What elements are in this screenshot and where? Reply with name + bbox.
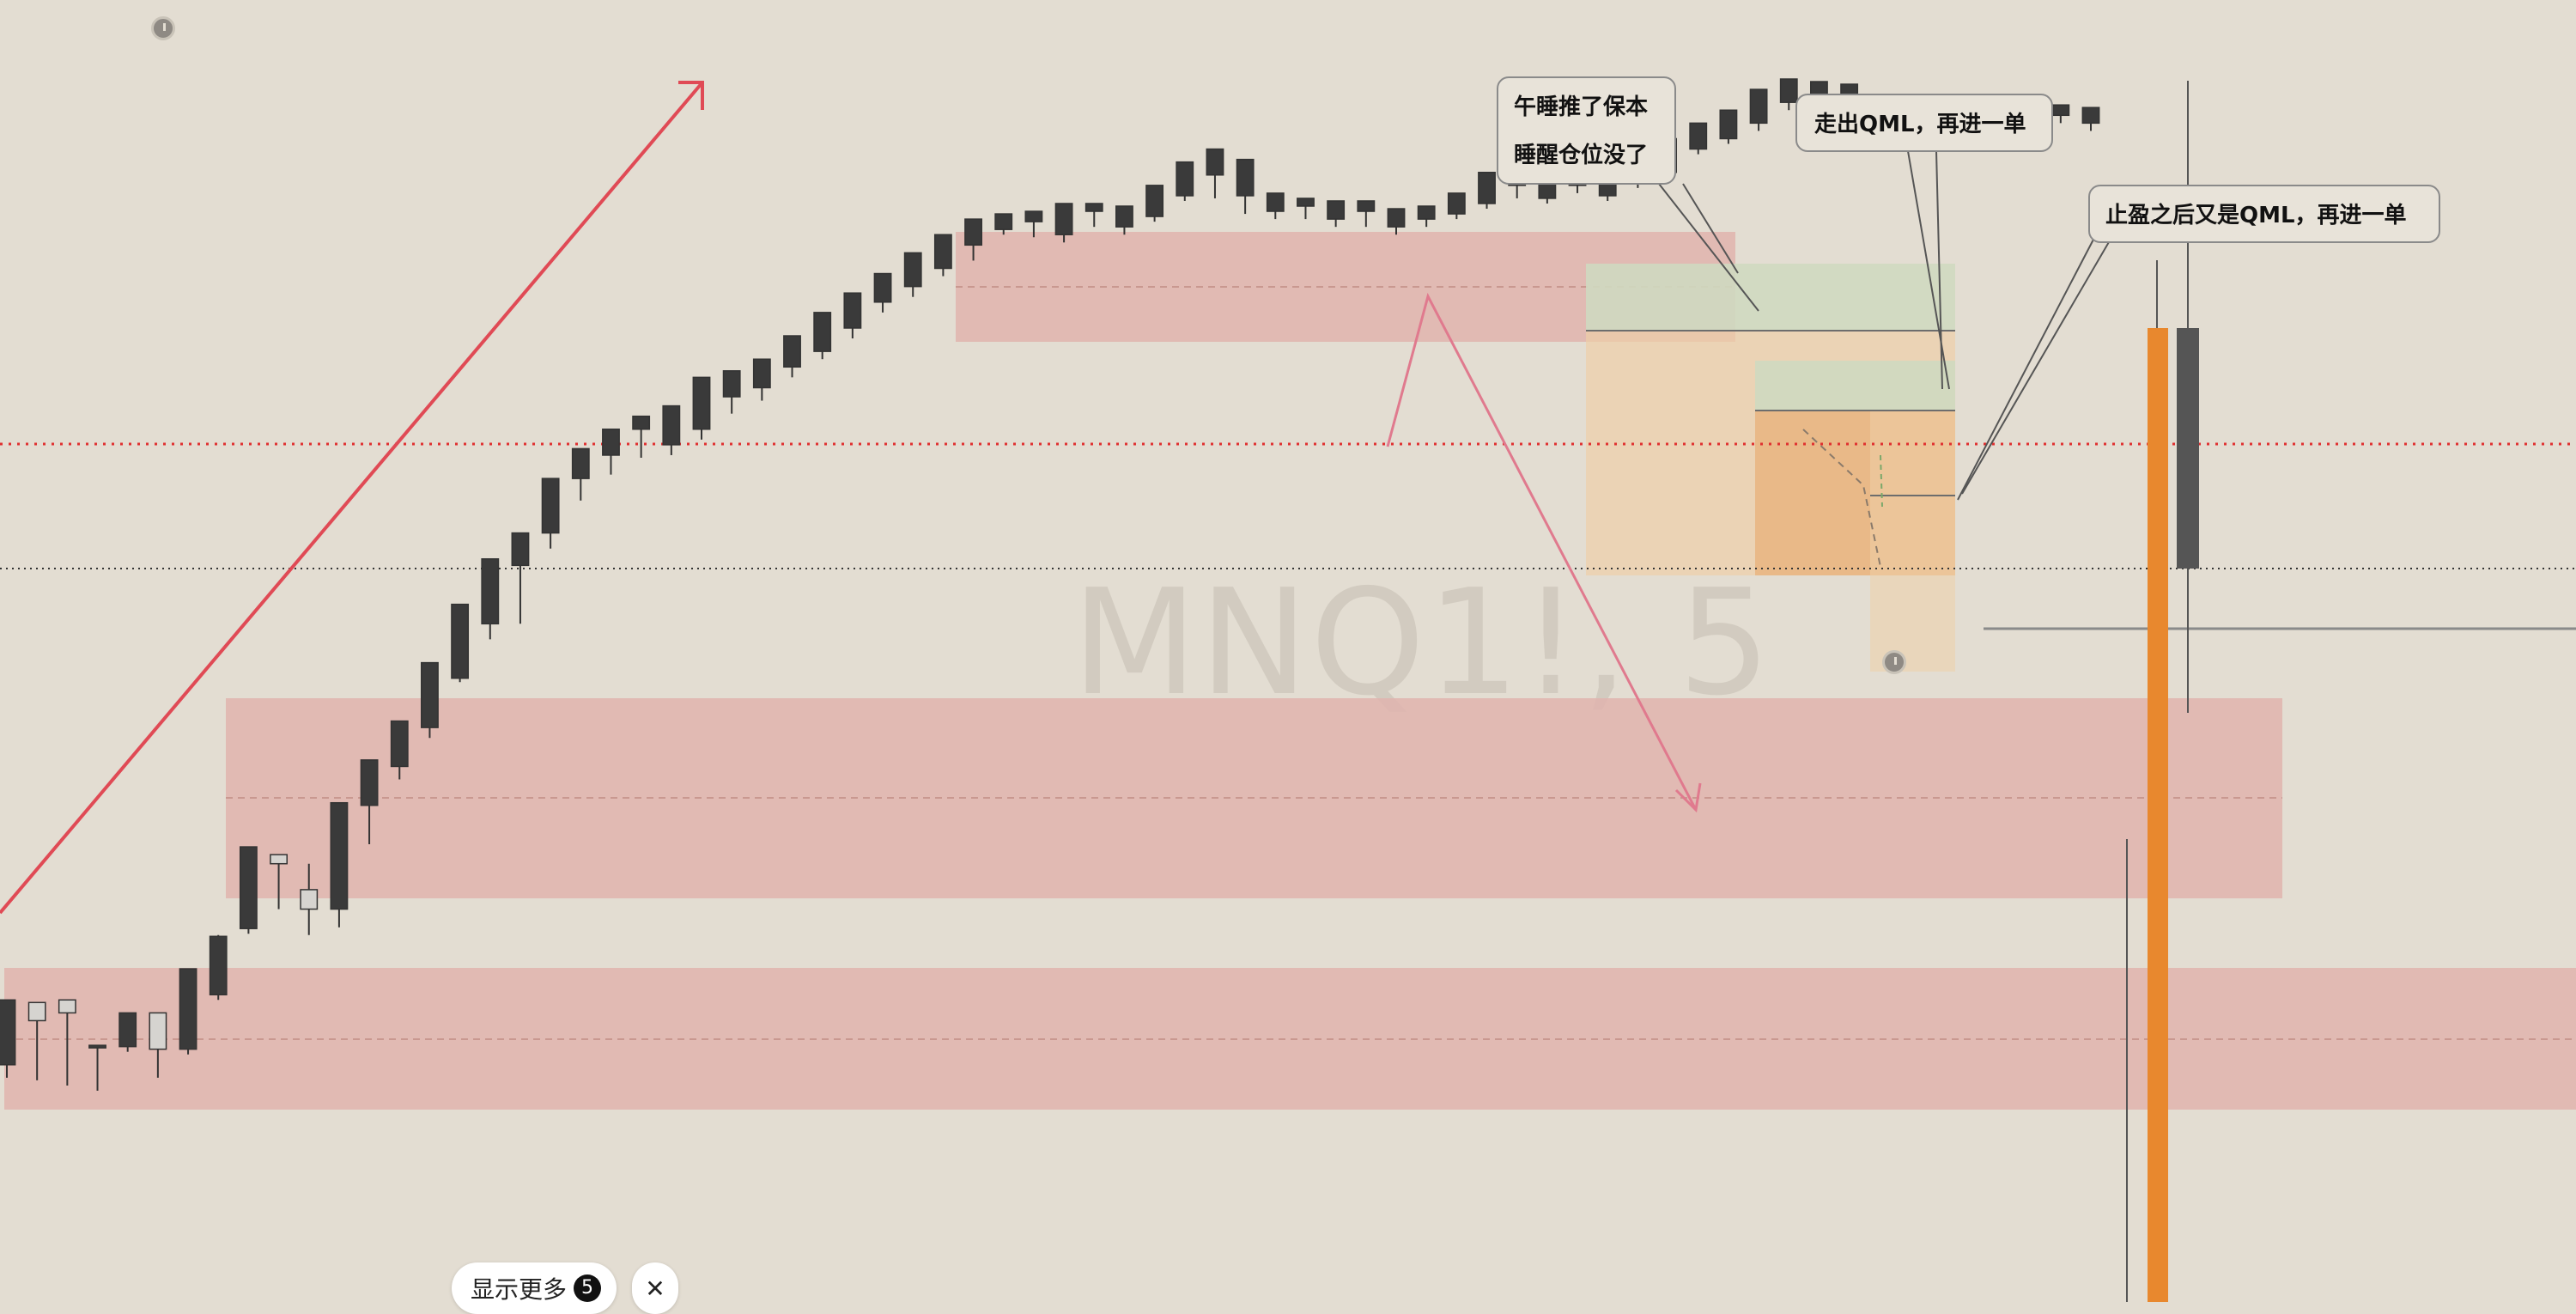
candle-body[interactable] <box>511 532 530 567</box>
candle-body[interactable] <box>451 603 470 679</box>
close-icon: ✕ <box>645 1274 665 1303</box>
callout-qml-after-tp-line: 止盈之后又是QML，再进一单 <box>2105 203 2407 228</box>
positions-layer <box>1586 264 1955 672</box>
trend-arrow[interactable] <box>0 81 704 915</box>
candle-body[interactable] <box>1084 203 1103 212</box>
candle-body[interactable] <box>421 661 439 728</box>
candle-body[interactable] <box>722 370 741 398</box>
candle-body[interactable] <box>1447 192 1466 215</box>
candle-body[interactable] <box>1236 158 1255 197</box>
callout-qml-entry-line: 走出QML，再进一单 <box>1814 112 2026 137</box>
candles-layer[interactable] <box>0 78 2100 1091</box>
candle-body[interactable] <box>2081 106 2100 125</box>
candle-body[interactable] <box>1145 185 1164 217</box>
candle-body[interactable] <box>300 889 319 910</box>
callout-leaders <box>1658 150 2113 501</box>
right-bars <box>2126 81 2199 1302</box>
candle-body[interactable] <box>179 968 197 1050</box>
path-arrow[interactable] <box>1386 292 1702 813</box>
orange-bar <box>2148 328 2168 1302</box>
candle-body[interactable] <box>903 252 922 288</box>
candle-body[interactable] <box>783 335 801 368</box>
candle-body[interactable] <box>481 558 500 625</box>
candle-body[interactable] <box>1054 203 1073 235</box>
candle-body[interactable] <box>933 234 952 270</box>
callout-nap[interactable]: 午睡推了保本 睡醒仓位没了 <box>1497 76 1676 185</box>
position-1-profit <box>1586 264 1955 331</box>
position-path-dashed <box>1802 429 1881 568</box>
candle-body[interactable] <box>1417 205 1436 220</box>
candle-body[interactable] <box>1749 88 1768 125</box>
candle-body[interactable] <box>1779 78 1798 103</box>
candle-body[interactable] <box>1115 205 1133 228</box>
show-more-label: 显示更多 <box>471 1275 568 1304</box>
candle-body[interactable] <box>118 1012 137 1048</box>
candle-body[interactable] <box>1689 122 1708 150</box>
candle-body[interactable] <box>994 213 1013 230</box>
position-2-profit <box>1755 361 1955 411</box>
callout-qml-after-tp[interactable]: 止盈之后又是QML，再进一单 <box>2088 185 2440 243</box>
callout-nap-line-1: 午睡推了保本 <box>1514 94 1649 120</box>
candle-body[interactable] <box>1719 109 1738 140</box>
dark-bar <box>2177 328 2199 569</box>
candle-body[interactable] <box>1266 192 1285 212</box>
close-button[interactable]: ✕ <box>632 1262 678 1314</box>
candle-body[interactable] <box>662 405 681 446</box>
candle-body[interactable] <box>2051 104 2070 117</box>
candle-body[interactable] <box>1176 161 1194 197</box>
candle-body[interactable] <box>1478 171 1496 204</box>
candle-body[interactable] <box>360 759 379 806</box>
candle-body[interactable] <box>571 447 590 479</box>
candle-body[interactable] <box>964 218 982 246</box>
candle-body[interactable] <box>58 999 76 1014</box>
candle-body[interactable] <box>1297 198 1315 207</box>
candle-body[interactable] <box>209 935 228 995</box>
show-more-button[interactable]: 显示更多 5 <box>452 1262 617 1314</box>
callout-nap-line-2: 睡醒仓位没了 <box>1514 143 1649 168</box>
candle-body[interactable] <box>602 429 620 456</box>
callout-qml-entry[interactable]: 走出QML，再进一单 <box>1795 94 2053 152</box>
candle-body[interactable] <box>390 720 409 768</box>
candle-body[interactable] <box>149 1012 167 1050</box>
candle-body[interactable] <box>1327 200 1346 220</box>
candle-body[interactable] <box>632 415 651 430</box>
candle-body[interactable] <box>873 272 892 303</box>
candle-body[interactable] <box>330 801 349 910</box>
alarm-icon[interactable] <box>1882 650 1906 674</box>
candle-body[interactable] <box>239 846 258 929</box>
zones-layer <box>4 232 2576 1110</box>
candle-body[interactable] <box>1206 148 1224 176</box>
candle-body[interactable] <box>0 999 16 1066</box>
candle-body[interactable] <box>88 1044 106 1049</box>
candle-body[interactable] <box>813 312 832 352</box>
candle-body[interactable] <box>692 376 711 430</box>
candle-body[interactable] <box>1357 200 1376 212</box>
candle-body[interactable] <box>752 358 771 389</box>
candle-body[interactable] <box>27 1001 46 1022</box>
position-3-region <box>1870 411 1955 672</box>
show-more-count-badge: 5 <box>574 1274 602 1302</box>
candle-body[interactable] <box>1024 210 1043 222</box>
candle-body[interactable] <box>541 478 560 534</box>
candle-body[interactable] <box>843 292 862 329</box>
candle-body[interactable] <box>270 854 288 865</box>
candle-body[interactable] <box>1387 208 1406 228</box>
alarm-icon[interactable] <box>151 16 175 40</box>
